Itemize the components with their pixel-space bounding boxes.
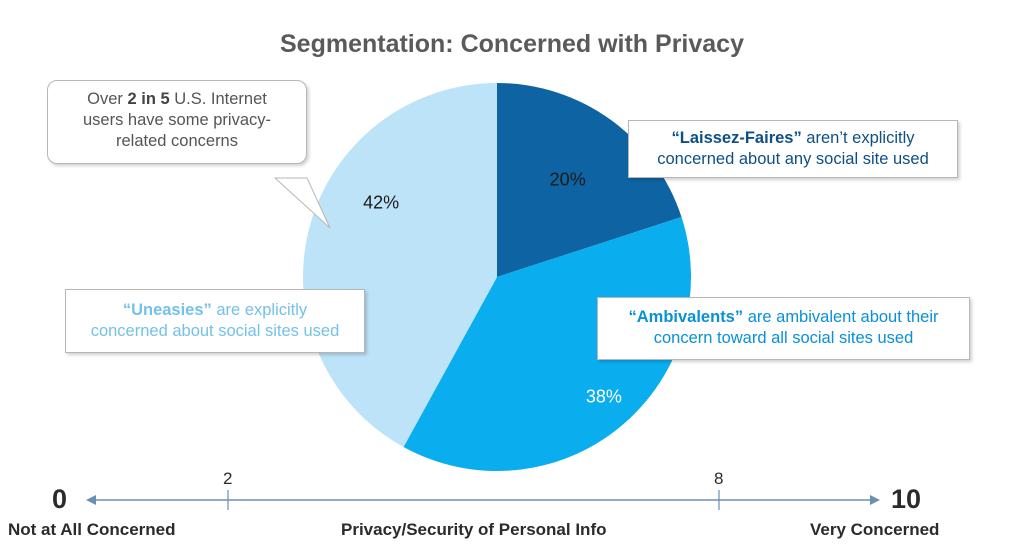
chart-title: Segmentation: Concerned with Privacy — [280, 30, 744, 58]
scale-max: 10 — [891, 484, 922, 514]
scale-max-label: Very Concerned — [810, 520, 940, 539]
summary-callout: Over 2 in 5 U.S. Internet users have som… — [47, 80, 307, 164]
ambivalents-callout: “Ambivalents” are ambivalent about their… — [597, 297, 970, 360]
summary-bold: 2 in 5 — [127, 90, 170, 108]
laissez-name: “Laissez-Faires” — [671, 129, 802, 147]
uneasies-callout: “Uneasies” are explicitly concerned abou… — [65, 289, 365, 353]
pie-slice-laissez-faires — [497, 83, 682, 277]
pie-label-uneasies: 42% — [363, 193, 399, 213]
pie-label-laissez-faires: 20% — [550, 170, 586, 190]
summary-line-1: Over 2 in 5 U.S. Internet — [48, 89, 306, 110]
ambivalents-name: “Ambivalents” — [628, 308, 744, 326]
uneasies-line-2: concerned about social sites used — [90, 322, 340, 340]
summary-pre: Over — [87, 90, 128, 108]
laissez-rest: aren’t explicitly — [801, 129, 915, 147]
scale-min: 0 — [52, 484, 68, 514]
laissez-line-1: “Laissez-Faires” aren’t explicitly — [629, 128, 957, 149]
summary-line-2: users have some privacy- — [83, 111, 271, 129]
pie-label-ambivalents: 38% — [586, 387, 622, 407]
ambivalents-line-2: concern toward all social sites used — [653, 329, 914, 347]
uneasies-line-1: “Uneasies” are explicitly — [66, 300, 364, 321]
laissez-faires-callout: “Laissez-Faires” aren’t explicitly conce… — [628, 120, 958, 178]
summary-callout-pointer — [273, 177, 331, 229]
pie-slice-uneasies — [303, 83, 497, 448]
laissez-line-2: concerned about any social site used — [657, 150, 929, 168]
scale-arrow-left — [86, 495, 96, 505]
scale-tick-label-2: 2 — [223, 469, 233, 488]
uneasies-name: “Uneasies” — [122, 301, 212, 319]
summary-post: U.S. Internet — [169, 90, 267, 108]
scale-tick-label-8: 8 — [714, 469, 724, 488]
summary-line-3: related concerns — [116, 132, 238, 150]
pie-slice-ambivalents — [403, 217, 691, 471]
scale-arrow-right — [870, 495, 880, 505]
ambivalents-line-1: “Ambivalents” are ambivalent about their — [598, 307, 969, 328]
ambivalents-rest: are ambivalent about their — [743, 308, 939, 326]
uneasies-rest: are explicitly — [211, 301, 308, 319]
scale-center-label: Privacy/Security of Personal Info — [341, 520, 607, 539]
scale-min-label: Not at All Concerned — [8, 520, 176, 539]
